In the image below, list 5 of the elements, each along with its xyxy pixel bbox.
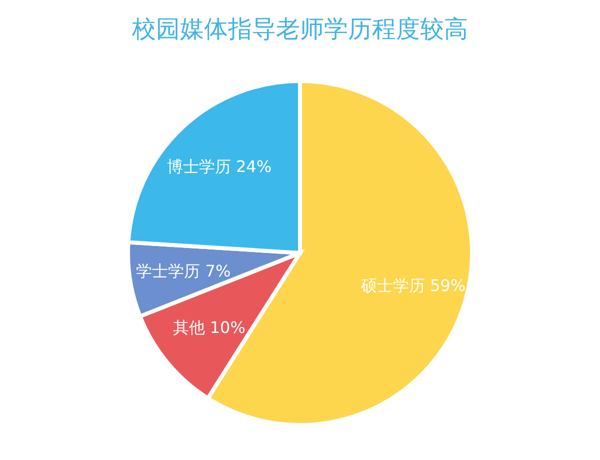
slice-label: 学士学历 7% [136,261,231,280]
slice-label: 博士学历 24% [166,156,272,176]
slice-label: 其他 10% [172,318,246,338]
slice-label: 硕士学历 59% [360,276,466,295]
chart-title: 校园媒体指导老师学历程度较高 [131,15,468,43]
